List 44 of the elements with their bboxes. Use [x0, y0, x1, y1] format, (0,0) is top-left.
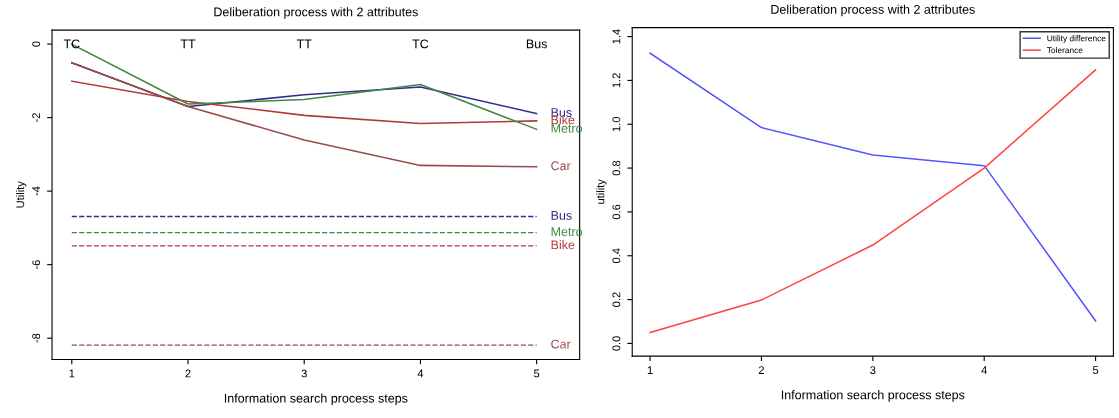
y-tick-label: 1.2 — [612, 73, 621, 88]
x-tick-label: 4 — [981, 366, 987, 374]
x-tick-label: 5 — [534, 369, 540, 378]
y-tick-label: 0 — [32, 41, 41, 47]
series-label: Bike — [551, 115, 575, 125]
x-axis-title: Information search process steps — [781, 390, 965, 402]
y-tick-label: 0.6 — [612, 204, 621, 220]
x-tick-label: 2 — [758, 366, 764, 374]
annotation: TT — [296, 39, 312, 49]
y-tick-label: -2 — [32, 113, 41, 123]
y-tick-label: 1.4 — [612, 29, 621, 44]
y-tick-label: 0.8 — [612, 160, 621, 176]
x-tick-label: 3 — [870, 366, 876, 375]
x-tick-label: 4 — [417, 369, 424, 378]
y-tick-label: 0.2 — [612, 292, 621, 307]
x-tick-label: 5 — [1092, 366, 1099, 375]
annotation: TC — [412, 39, 429, 49]
y-tick-label: -8 — [32, 333, 41, 343]
y-tick-label: 1.0 — [612, 116, 621, 132]
ref-line-label: Bus — [551, 211, 572, 220]
legend-label: Utility difference — [1047, 35, 1106, 43]
series-label: Bus — [551, 108, 572, 117]
y-tick-label: -6 — [32, 260, 41, 270]
annotation: TC — [63, 39, 80, 49]
series-label: Car — [551, 161, 571, 171]
y-tick-label: 0.0 — [612, 336, 621, 351]
annotation: TT — [180, 39, 196, 49]
y-axis-title: utility — [596, 179, 607, 204]
legend-label: Tolerance — [1046, 47, 1083, 54]
x-tick-label: 3 — [301, 369, 307, 378]
y-axis-title: Utility — [16, 181, 27, 208]
chart-title: Deliberation process with 2 attributes — [214, 7, 418, 19]
ref-line-label: Car — [551, 339, 571, 349]
line-series — [71, 62, 538, 168]
line-series — [71, 80, 538, 125]
y-tick-label: 0.4 — [612, 248, 621, 264]
x-tick-label: 1 — [69, 369, 75, 378]
y-tick-label: -4 — [32, 186, 41, 196]
x-axis-title: Information search process steps — [224, 393, 408, 406]
x-tick-label: 2 — [185, 369, 191, 378]
chart-title: Deliberation process with 2 attributes — [771, 4, 975, 17]
annotation: Bus — [526, 39, 547, 49]
x-tick-label: 1 — [647, 366, 653, 374]
ref-line-label: Bike — [551, 240, 575, 250]
